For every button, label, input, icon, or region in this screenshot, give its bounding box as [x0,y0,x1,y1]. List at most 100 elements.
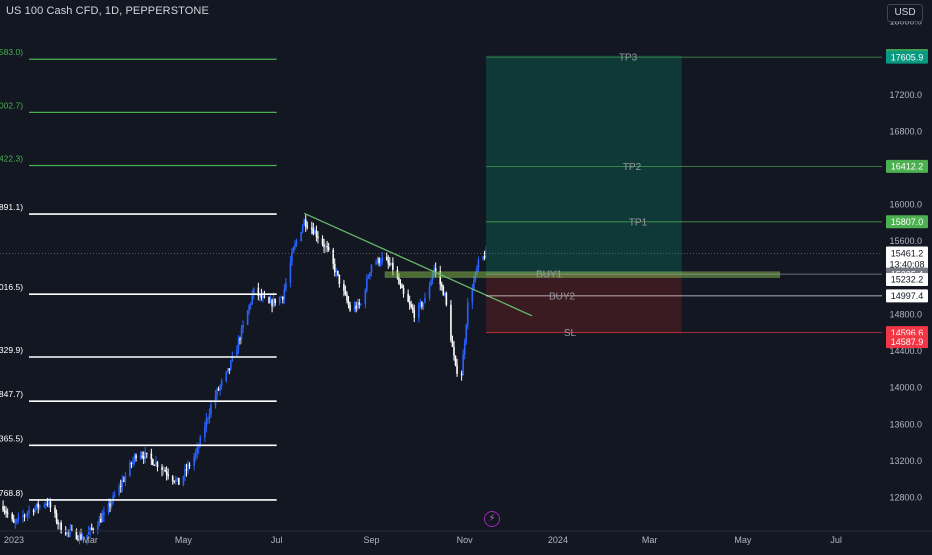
candle-body [55,513,58,522]
candle-body [444,292,446,296]
candle-body [364,290,367,305]
price-badge-label: 14587.9 [891,337,924,347]
candle-body [231,356,234,362]
candle-body [214,395,217,405]
candle-body [103,512,105,516]
candle-body [482,256,484,260]
candle-body [133,455,136,461]
candle-body [471,289,474,303]
candle-body [335,270,338,273]
candle-body [347,300,350,306]
candle-body [101,515,104,523]
fib-level-label: 0.786 (15016.5) [0,282,23,292]
candle-body [230,361,232,370]
candle-body [34,507,36,513]
candle-body [246,310,249,325]
candle-body [263,296,266,298]
candle-body [178,477,180,485]
candle-body [294,243,296,248]
candle-body [236,349,238,357]
candle-body [5,511,7,513]
trend-line[interactable] [303,212,533,317]
candle-body [60,522,62,533]
price-badge-label: 17605.9 [891,52,924,62]
candle-body [187,464,189,471]
y-tick-label: 14800.0 [889,309,922,319]
candle-body [359,304,362,306]
candle-body [291,252,293,263]
candle-body [71,529,73,531]
candle-body [306,226,309,228]
candle-body [311,227,313,230]
price-badge [886,272,928,286]
candle-body [81,538,84,540]
candle-body [156,462,159,468]
candle-body [89,527,91,532]
loss-zone[interactable] [486,274,682,334]
candle-body [408,301,411,305]
candle-body [356,302,359,309]
price-badge [886,159,928,173]
price-badge-label: 14596.6 [891,328,924,338]
candle-body [257,287,260,296]
candle-body [152,459,154,465]
candle-body [150,453,153,460]
candle-body [194,452,197,457]
candle-body [379,262,382,264]
candle-body [251,295,254,304]
price-badge-label: 16412.2 [891,162,924,172]
current-price-label: 15461.2 [891,248,924,258]
candle-body [262,296,264,298]
candle-body [418,304,420,318]
candle-body [228,368,231,370]
candle-body [326,246,328,248]
candle-body [2,506,4,511]
current-price-badge [886,246,928,271]
candle-body [165,471,168,475]
candle-body [375,262,377,265]
candle-body [167,474,169,477]
candle-body [283,289,286,300]
profit-zone[interactable] [486,55,682,275]
y-tick-label: 17200.0 [889,90,922,100]
candle-body [300,232,302,242]
candle-body [343,283,345,291]
candle-body [242,324,244,329]
trade-level-label: SL [564,328,577,339]
candle-body [454,355,457,366]
candle-body [204,427,206,438]
candle-body [358,302,361,305]
buy-zone[interactable] [384,271,780,278]
candle-body [413,310,416,318]
candle-body [315,230,318,237]
y-tick-label: 13600.0 [889,419,922,429]
trade-level-label: BUY1 [536,270,563,281]
candle-body [327,247,330,250]
candle-body [392,262,394,270]
x-tick-label: Sep [363,535,379,545]
candle-body [139,455,142,459]
trade-level-label: TP2 [623,162,642,173]
candle-body [87,531,90,535]
candle-body [123,480,125,482]
candle-body [378,258,380,264]
candle-body [428,285,431,298]
lightning-icon[interactable]: ⚡ [484,511,500,527]
candle-body [381,256,383,263]
currency-button[interactable]: USD [887,4,923,22]
candle-body [12,519,15,523]
x-tick-label: 2023 [4,535,24,545]
candle-body [332,249,335,264]
x-tick-label: Jul [271,535,283,545]
candle-body [107,503,110,513]
candle-body [164,469,166,472]
candle-body [398,278,400,284]
candle-body [410,304,412,308]
y-tick-label: 14400.0 [889,346,922,356]
candle-body [453,346,455,356]
candle-body [110,502,113,507]
candle-body [274,298,276,304]
candle-body [346,294,348,301]
